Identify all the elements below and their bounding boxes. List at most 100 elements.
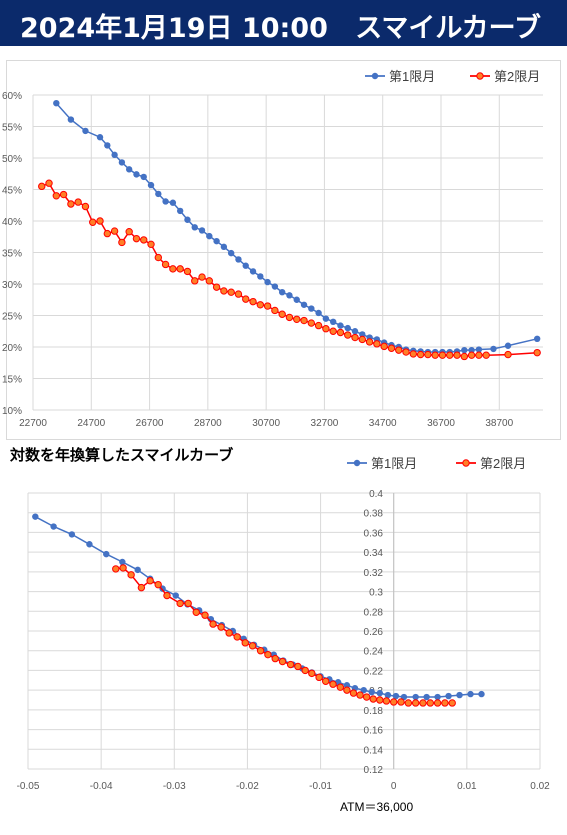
data-point-series-2 — [45, 179, 53, 187]
data-point-series-2 — [176, 265, 184, 273]
data-point-series-1 — [198, 227, 206, 234]
legend-label: 第2限月 — [480, 456, 526, 471]
data-point-series-2 — [110, 227, 119, 235]
legend-swatch-marker — [353, 459, 361, 467]
data-point-series-2 — [169, 265, 177, 273]
legend-swatch-marker — [371, 72, 379, 80]
x-tick-label: 0.02 — [530, 781, 550, 792]
data-point-series-2 — [322, 325, 330, 333]
y-tick-label: 0.4 — [369, 489, 383, 500]
data-point-series-1 — [392, 692, 400, 700]
data-point-series-1 — [351, 328, 359, 335]
data-point-series-1 — [308, 305, 315, 312]
data-point-series-2 — [183, 267, 192, 276]
data-point-series-1 — [172, 592, 179, 599]
x-tick-label: 34700 — [369, 418, 397, 429]
x-tick-label: 28700 — [194, 418, 222, 429]
data-point-series-2 — [294, 662, 302, 671]
data-point-series-1 — [125, 166, 133, 173]
data-point-series-2 — [201, 611, 209, 619]
data-point-series-2 — [475, 351, 483, 359]
data-point-series-1 — [32, 513, 39, 520]
data-point-series-2 — [344, 331, 352, 339]
data-point-series-1 — [220, 243, 228, 251]
data-point-series-1 — [162, 198, 169, 205]
y-tick-label: 0.38 — [364, 509, 384, 520]
data-point-series-1 — [134, 566, 141, 574]
x-tick-label: 38700 — [485, 418, 513, 429]
data-point-series-2 — [329, 680, 337, 688]
data-point-series-1 — [315, 309, 322, 317]
chart-title: 対数を年換算したスマイルカーブ — [9, 446, 233, 464]
data-point-series-2 — [301, 666, 309, 675]
data-point-series-2 — [220, 287, 228, 295]
data-point-series-1 — [329, 318, 337, 325]
data-point-series-2 — [154, 580, 162, 589]
data-point-series-2 — [411, 699, 420, 707]
data-point-series-1 — [103, 550, 110, 558]
data-point-series-2 — [369, 695, 377, 703]
data-point-series-1 — [257, 273, 264, 280]
data-point-series-1 — [533, 335, 541, 343]
data-point-series-2 — [137, 583, 146, 592]
x-tick-label: -0.03 — [163, 781, 186, 792]
y-tick-label: 20% — [2, 343, 22, 354]
header-title: スマイルカーブ — [355, 13, 541, 44]
legend-label: 第1限月 — [389, 69, 435, 84]
data-point-series-2 — [380, 342, 388, 351]
y-tick-label: 0.16 — [364, 726, 384, 737]
data-point-series-1 — [468, 346, 475, 354]
data-point-series-1 — [271, 283, 279, 290]
y-tick-label: 0.2 — [369, 686, 383, 697]
data-point-series-2 — [89, 218, 97, 226]
y-tick-label: 45% — [2, 186, 22, 197]
data-point-series-1 — [147, 181, 155, 189]
legend-label: 第1限月 — [371, 456, 417, 471]
x-tick-label: 24700 — [77, 418, 105, 429]
data-point-series-2 — [103, 229, 112, 238]
data-point-series-2 — [300, 316, 308, 325]
data-point-series-1 — [445, 692, 452, 700]
y-tick-label: 0.22 — [364, 666, 384, 677]
data-point-series-2 — [132, 234, 141, 243]
data-point-series-1 — [461, 346, 468, 354]
data-point-series-1 — [278, 288, 286, 296]
data-point-series-1 — [456, 691, 463, 699]
data-point-series-2 — [264, 650, 272, 659]
data-point-series-2 — [314, 321, 323, 330]
data-point-series-1 — [140, 173, 147, 181]
data-point-series-1 — [322, 315, 330, 322]
data-point-series-1 — [53, 99, 60, 107]
data-point-series-1 — [206, 232, 213, 240]
data-point-series-2 — [376, 696, 384, 704]
data-point-series-2 — [147, 240, 155, 249]
data-point-series-2 — [241, 639, 249, 647]
data-point-series-1 — [384, 691, 392, 699]
data-point-series-2 — [140, 236, 148, 244]
data-point-series-2 — [209, 620, 217, 628]
data-point-series-1 — [235, 256, 242, 263]
data-point-series-2 — [308, 669, 316, 678]
data-point-series-1 — [67, 116, 75, 123]
data-point-series-1 — [360, 686, 367, 694]
data-point-series-2 — [256, 301, 265, 309]
data-point-series-1 — [155, 190, 162, 198]
data-point-series-2 — [227, 288, 235, 296]
data-point-series-2 — [351, 333, 359, 342]
series-line-1 — [55, 102, 538, 353]
x-tick-label: -0.04 — [90, 781, 113, 792]
data-point-series-2 — [119, 564, 127, 572]
x-tick-label: 22700 — [19, 418, 47, 429]
data-point-series-2 — [271, 654, 279, 663]
data-point-series-2 — [448, 699, 456, 707]
data-point-series-2 — [504, 350, 512, 359]
data-point-series-2 — [446, 351, 454, 359]
data-point-series-1 — [133, 171, 140, 178]
data-point-series-1 — [86, 541, 93, 548]
data-point-series-1 — [242, 262, 249, 269]
y-tick-label: 15% — [2, 375, 22, 386]
data-point-series-2 — [453, 351, 461, 359]
y-tick-label: 10% — [2, 406, 22, 417]
data-point-series-1 — [478, 690, 485, 698]
data-point-series-1 — [50, 523, 57, 530]
